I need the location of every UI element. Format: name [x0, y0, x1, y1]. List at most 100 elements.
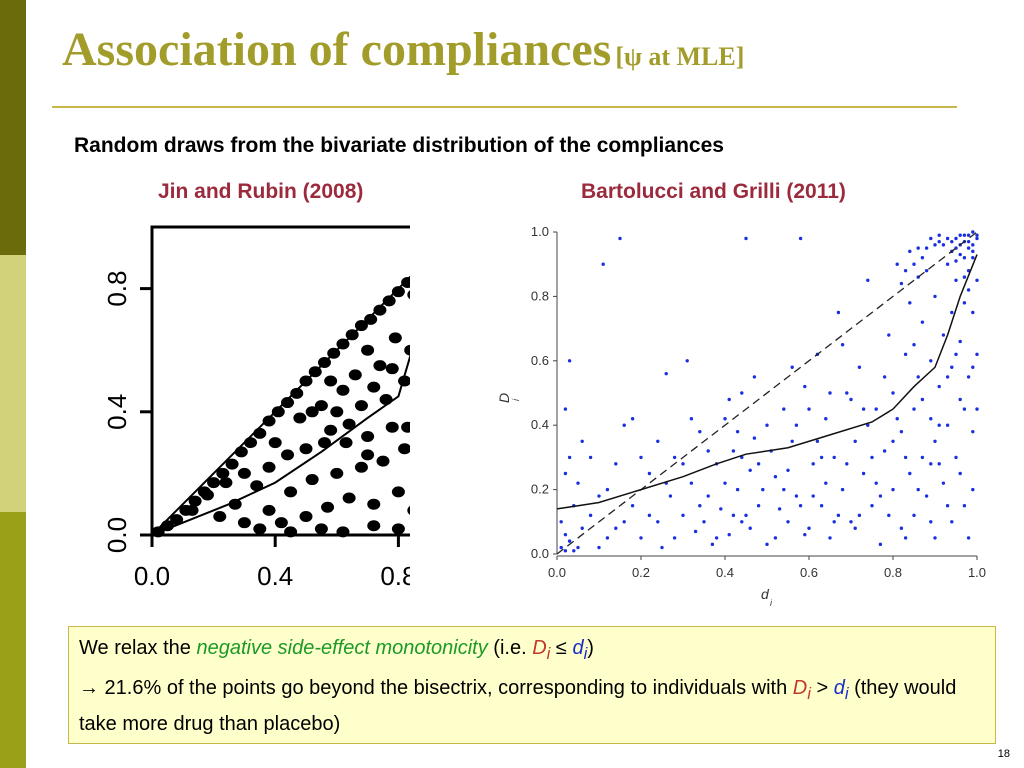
data-point — [958, 233, 962, 237]
data-point — [903, 352, 908, 357]
data-point — [824, 481, 828, 485]
data-point — [891, 391, 895, 395]
data-point — [975, 236, 979, 241]
data-point — [219, 477, 233, 489]
data-point — [660, 545, 664, 550]
data-point — [966, 246, 971, 250]
data-point — [962, 256, 967, 260]
data-point — [765, 423, 769, 427]
data-point — [971, 487, 975, 492]
data-point — [929, 359, 933, 363]
data-point — [237, 517, 251, 529]
data-point — [740, 520, 744, 524]
data-point — [740, 391, 744, 395]
data-point — [937, 423, 941, 427]
data-point — [798, 504, 803, 508]
data-point — [160, 520, 174, 532]
data-point — [237, 467, 251, 479]
data-point — [878, 542, 883, 547]
data-point — [200, 489, 214, 501]
data-point — [748, 526, 752, 530]
data-point — [849, 520, 853, 524]
data-point — [887, 513, 891, 518]
data-point — [849, 397, 853, 402]
data-point — [941, 243, 946, 247]
data-point — [790, 439, 794, 443]
sidebar-block-dark — [0, 0, 26, 255]
data-point — [342, 418, 356, 430]
y-tick-label: 0.4 — [102, 394, 132, 430]
data-point — [866, 278, 870, 282]
data-point — [950, 239, 954, 244]
data-point — [262, 415, 276, 427]
data-point — [908, 249, 912, 254]
data-point — [933, 439, 937, 443]
data-point — [937, 239, 941, 244]
data-point — [971, 429, 975, 434]
data-point — [290, 387, 304, 399]
data-point — [828, 391, 832, 395]
data-point — [903, 455, 908, 460]
data-point — [398, 443, 410, 455]
data-point — [567, 359, 572, 363]
data-point — [828, 536, 832, 540]
note-text: 21.6% of the points go beyond the bisect… — [99, 677, 793, 699]
data-point — [857, 365, 862, 369]
data-point — [656, 520, 660, 524]
data-point — [908, 471, 912, 476]
data-point — [723, 481, 727, 485]
data-point — [966, 239, 971, 244]
data-point — [870, 504, 874, 508]
data-point — [782, 407, 786, 411]
data-point — [882, 375, 887, 379]
data-point — [601, 262, 605, 266]
data-point — [916, 487, 920, 492]
data-point — [262, 504, 276, 516]
data-point — [723, 417, 727, 421]
data-point — [614, 526, 618, 530]
y-tick-label: 0.2 — [531, 482, 549, 497]
data-point — [588, 513, 593, 518]
x-tick-label: 1.0 — [968, 565, 986, 580]
note-line-1: We relax the negative side-effect monoto… — [79, 633, 985, 669]
data-point — [698, 429, 702, 434]
data-point — [899, 526, 904, 530]
data-point — [941, 481, 946, 485]
data-point — [975, 233, 979, 237]
data-point — [811, 462, 815, 466]
data-point — [367, 498, 381, 510]
data-point — [185, 504, 199, 516]
data-point — [933, 294, 937, 299]
data-point — [293, 412, 307, 424]
symbol-d: d — [833, 677, 845, 699]
data-point — [618, 236, 622, 241]
data-point — [916, 246, 920, 250]
data-point — [899, 429, 904, 434]
y-tick-label: 0.0 — [531, 546, 549, 561]
data-point — [213, 511, 227, 523]
data-point — [580, 439, 584, 443]
data-point — [563, 532, 568, 537]
data-point — [895, 417, 899, 421]
y-tick-label: 0.8 — [531, 288, 549, 303]
x-tick-label: 0.6 — [800, 565, 818, 580]
data-point — [962, 301, 967, 305]
data-point — [966, 375, 971, 379]
data-point — [752, 436, 757, 440]
data-point — [324, 424, 338, 436]
data-point — [929, 462, 933, 466]
data-point — [572, 549, 576, 553]
x-tick-label: 0.8 — [380, 561, 410, 591]
y-tick-label: 0.4 — [531, 417, 549, 432]
data-point — [819, 504, 824, 508]
data-point — [853, 439, 857, 443]
data-point — [354, 461, 368, 473]
data-point — [945, 423, 950, 427]
data-point — [567, 455, 572, 460]
data-point — [672, 455, 677, 460]
data-point — [284, 526, 298, 538]
data-point — [281, 449, 295, 461]
data-point — [832, 455, 836, 460]
data-point — [807, 407, 811, 411]
data-point — [950, 365, 954, 369]
